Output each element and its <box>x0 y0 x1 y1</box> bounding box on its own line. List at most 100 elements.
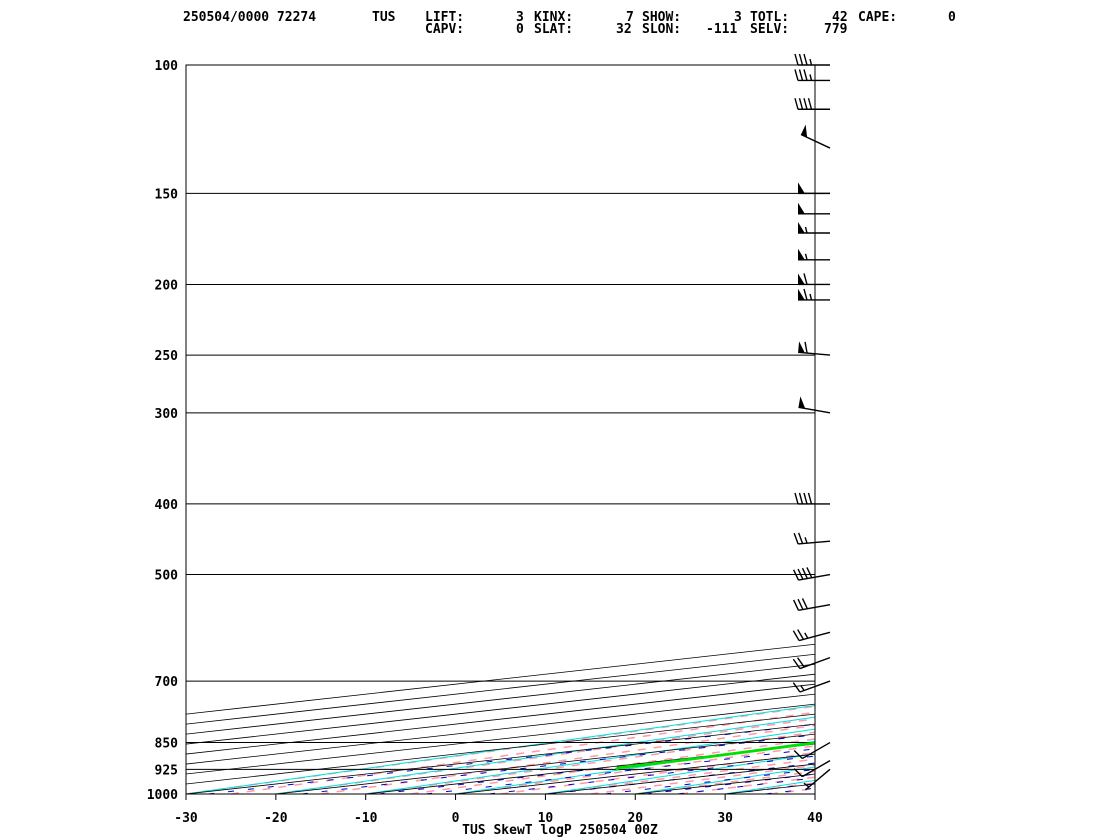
header-line2-field-6: SELV: <box>750 22 790 37</box>
header-line2-field-1: 0 <box>516 22 524 37</box>
pressure-tick-label: 300 <box>155 407 179 422</box>
moist-adiabat-14 <box>814 793 815 794</box>
wind-barb-16 <box>798 202 830 215</box>
temp-tick-label: 30 <box>717 811 733 826</box>
dry-adiabat-1 <box>275 716 815 794</box>
moist-adiabat-4 <box>365 731 815 794</box>
dry-adiabat-9 <box>995 65 1120 794</box>
header-line1-field-4: KINX: <box>534 10 574 25</box>
dry-adiabat-7 <box>814 793 815 794</box>
dry-adiabat-8 <box>905 65 1120 794</box>
wind-barb-2 <box>793 741 831 760</box>
pressure-tick-label: 250 <box>155 349 179 364</box>
isotherm-1 <box>186 653 815 725</box>
header-line1-field-11: 0 <box>948 10 956 25</box>
temp-tick-label: 0 <box>452 811 460 826</box>
moist-adiabat-12 <box>725 782 815 794</box>
moist-adiabat-13 <box>770 787 815 794</box>
temp-tick-label: -10 <box>354 811 378 826</box>
pressure-tick-label: 700 <box>155 675 179 690</box>
header-line1-field-6: SHOW: <box>642 10 682 25</box>
pressure-tick-label: 200 <box>155 278 179 293</box>
isotherm-8 <box>186 723 815 794</box>
header-line2-field-3: 32 <box>616 22 632 37</box>
pressure-tick-label: 400 <box>155 498 179 513</box>
wind-barb-4 <box>792 656 831 670</box>
wind-barb-11 <box>798 341 831 356</box>
isobar-lines: 100 150 200 250 300 400 500 700 850 925 1000 <box>147 59 815 803</box>
temp-tick-label: -20 <box>264 811 288 826</box>
isotherm-15 <box>814 793 815 794</box>
mixing-ratio-line-7 <box>645 773 815 794</box>
sounding-header: 250504/0000 72274 TUS LIFT: 3 KINX: 7 SHOW: 3 TO… <box>0 0 1120 40</box>
wind-barb-1 <box>793 760 831 778</box>
isotherm-9 <box>275 733 815 794</box>
pressure-tick-label: 500 <box>155 569 179 584</box>
header-line2-field-4: SLON: <box>642 22 682 37</box>
axes: -30 -20 -10 0 10 20 30 40 <box>174 64 823 826</box>
temp-tick-label: 40 <box>807 811 823 826</box>
dry-adiabat-3 <box>455 740 815 794</box>
wind-barbs <box>792 53 831 791</box>
wind-barb-5 <box>792 629 831 642</box>
header-line1-field-10: CAPE: <box>858 10 898 25</box>
header-line1-field-3: 3 <box>516 10 524 25</box>
temp-tick-label: 10 <box>538 811 554 826</box>
wind-barb-6 <box>792 598 831 611</box>
pressure-tick-label: 1000 <box>147 788 178 803</box>
moist-adiabat-10 <box>635 770 815 794</box>
dewpoint-profile-line <box>615 741 815 771</box>
wind-barb-17 <box>798 182 830 195</box>
mixing-ratio-line-9 <box>727 783 815 794</box>
pressure-tick-label: 850 <box>155 737 179 752</box>
mixing-ratio-line-10 <box>765 787 815 794</box>
pressure-tick-label: 100 <box>155 59 179 74</box>
isotherm-13 <box>635 773 815 794</box>
moist-adiabat-6 <box>455 745 815 794</box>
wind-barb-10 <box>798 396 831 414</box>
header-line1-field-7: 3 <box>734 10 742 25</box>
moist-adiabat-0 <box>186 705 815 794</box>
header-line1-field-8: TOTL: <box>750 10 790 25</box>
moist-adiabat-2 <box>275 718 815 794</box>
header-line1-field-9: 42 <box>832 10 848 25</box>
wind-barb-21 <box>794 53 830 66</box>
wind-barb-19 <box>794 98 830 110</box>
wind-barb-12 <box>798 288 830 301</box>
wind-barb-14 <box>798 248 830 261</box>
dry-adiabat-10 <box>1085 65 1120 794</box>
header-line1-field-2: LIFT: <box>425 10 465 25</box>
header-line2-field-0: CAPV: <box>425 22 465 37</box>
temp-tick-label: -30 <box>174 811 198 826</box>
moist-adiabat-9 <box>590 764 815 794</box>
dry-adiabat-5 <box>635 766 815 794</box>
header-line2-field-2: SLAT: <box>534 22 574 37</box>
isotherm-11 <box>455 753 815 794</box>
sounding-profiles <box>615 741 815 771</box>
header-line2-field-7: 779 <box>824 22 848 37</box>
wind-barb-8 <box>793 532 831 545</box>
isotherm-10 <box>365 743 815 794</box>
temp-tick-label: 20 <box>627 811 643 826</box>
pressure-tick-label: 925 <box>155 763 178 778</box>
isotherm-14 <box>725 783 815 794</box>
moist-adiabat-1 <box>230 711 815 794</box>
dry-adiabat-6 <box>725 779 815 794</box>
isotherm-7 <box>186 713 815 785</box>
mixing-ratio-line-5 <box>549 762 815 794</box>
wind-barb-18 <box>800 124 831 149</box>
dry-adiabat-0 <box>186 704 815 794</box>
wind-barb-13 <box>798 273 830 286</box>
isotherm-0 <box>186 643 815 715</box>
wind-barb-0 <box>803 768 831 791</box>
dry-adiabat-2 <box>365 728 815 794</box>
header-line2-field-5: -111 <box>706 22 738 37</box>
wind-barb-3 <box>792 680 831 693</box>
mixing-ratio-line-1 <box>301 734 815 794</box>
pressure-tick-label: 150 <box>155 187 179 202</box>
mixing-ratio-line-8 <box>677 777 815 794</box>
header-line1-field-5: 7 <box>626 10 634 25</box>
isotherm-2 <box>186 663 815 735</box>
wind-barb-7 <box>792 567 831 581</box>
